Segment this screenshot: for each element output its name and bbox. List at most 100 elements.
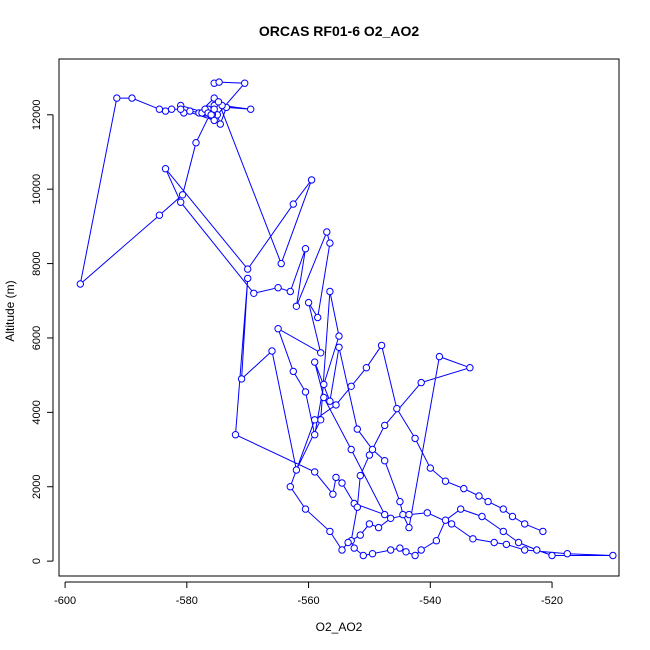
x-tick-label: -540 (419, 595, 441, 607)
data-point (335, 332, 343, 340)
data-point (274, 284, 282, 292)
x-axis: -600 -580 -560 -540 -520 (54, 581, 563, 607)
series-lines (79, 81, 613, 557)
data-point (411, 434, 419, 443)
data-point (186, 107, 194, 115)
data-point (277, 259, 285, 268)
data-point (76, 280, 85, 288)
data-point (356, 471, 364, 480)
data-point (214, 98, 223, 106)
data-point (338, 479, 346, 487)
data-point (326, 287, 334, 296)
data-point (320, 380, 328, 389)
data-point (215, 78, 223, 86)
data-point (405, 523, 413, 532)
data-point (155, 211, 164, 219)
data-point (167, 105, 176, 113)
data-point (368, 445, 377, 454)
chart-title: ORCAS RF01-6 O2_AO2 (259, 23, 419, 39)
data-point (207, 111, 215, 119)
data-point (241, 79, 249, 87)
data-point (329, 490, 337, 498)
data-point (447, 520, 456, 528)
data-point (521, 520, 529, 528)
data-point (508, 512, 517, 521)
data-point (521, 546, 529, 554)
y-tick-label: 4000 (31, 400, 43, 424)
data-point (426, 464, 434, 472)
data-point (161, 107, 170, 115)
data-point (307, 176, 316, 184)
data-point (381, 421, 389, 430)
data-point (417, 378, 425, 387)
data-point (210, 116, 218, 125)
data-point (478, 512, 486, 521)
data-point (177, 198, 185, 206)
data-point (356, 531, 364, 539)
data-point (396, 497, 404, 506)
data-point (286, 287, 294, 296)
data-point (405, 510, 413, 519)
y-tick-label: 2000 (31, 474, 43, 498)
y-axis-label: Altitude (m) (3, 280, 17, 341)
data-point (381, 510, 389, 519)
data-point (353, 503, 361, 511)
data-point (250, 289, 258, 297)
data-point (289, 367, 297, 376)
data-point (326, 397, 334, 405)
data-point (161, 165, 170, 173)
y-tick-label: 8000 (31, 251, 43, 275)
y-tick-label: 0 (31, 558, 43, 564)
data-point (286, 483, 294, 491)
data-point (320, 393, 328, 402)
data-point (178, 191, 187, 199)
plot-frame (58, 58, 620, 577)
data-point (338, 546, 346, 554)
x-tick-label: -560 (298, 595, 320, 607)
data-point (332, 473, 340, 482)
data-point (441, 516, 450, 524)
data-point (247, 105, 255, 113)
data-point (301, 245, 310, 253)
y-tick-label: 12000 (31, 99, 43, 130)
data-point (177, 105, 185, 113)
data-point (304, 298, 313, 307)
data-point (231, 431, 240, 439)
data-point (292, 466, 301, 474)
data-point (374, 523, 383, 532)
data-point (344, 538, 352, 547)
series-line (79, 81, 613, 557)
data-point (387, 546, 395, 554)
x-tick-label: -600 (54, 595, 76, 607)
data-point (113, 94, 121, 102)
data-point (268, 347, 276, 355)
data-point (301, 505, 310, 513)
data-point (460, 484, 468, 493)
data-point (311, 358, 319, 366)
y-tick-label: 10000 (31, 174, 43, 205)
data-point (359, 551, 367, 560)
data-point (417, 546, 425, 554)
data-point (317, 349, 325, 357)
data-point (301, 388, 310, 396)
data-point (244, 274, 252, 283)
data-point (192, 139, 200, 147)
data-point (475, 492, 483, 500)
data-point (350, 544, 358, 552)
data-point (539, 527, 547, 536)
data-point (548, 551, 556, 560)
data-point (311, 468, 319, 476)
data-point (499, 527, 507, 536)
data-point (435, 352, 444, 361)
data-point (514, 538, 523, 547)
data-point (490, 538, 498, 547)
data-point (441, 477, 450, 485)
data-point (128, 94, 136, 102)
y-tick-label: 6000 (31, 326, 43, 350)
data-point (563, 550, 571, 558)
data-point (237, 375, 246, 383)
data-point (326, 527, 334, 536)
data-point (381, 457, 389, 465)
data-point (311, 431, 319, 439)
data-point (216, 120, 225, 128)
